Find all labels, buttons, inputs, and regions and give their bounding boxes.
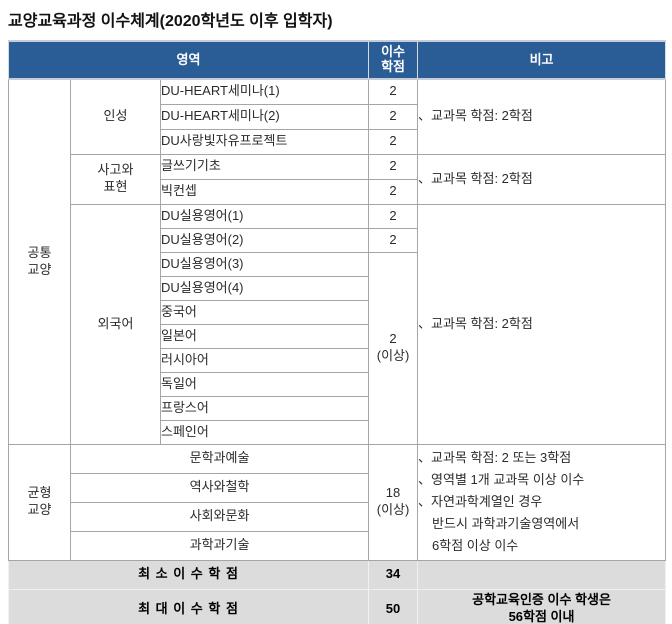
note-line: 반드시 과학과기술영역에서 bbox=[432, 516, 580, 531]
course-cell: DU실용영어(3) bbox=[159, 251, 370, 277]
course-cell: 프랑스어 bbox=[159, 395, 370, 421]
category-label-thinking: 사고와 표현 bbox=[70, 153, 161, 205]
credit-cell-balanced: 18 (이상) bbox=[368, 443, 419, 561]
credit-cell-merged: 2 (이상) bbox=[368, 251, 419, 445]
course-cell: DU실용영어(4) bbox=[159, 275, 370, 301]
table-row: 빅컨셉 2 bbox=[9, 178, 666, 205]
course-cell: DU실용영어(1) bbox=[159, 203, 370, 229]
note-line: 、영역별 1개 교과목 이상 이수 bbox=[418, 472, 585, 487]
note-cell-personality: 、교과목 학점: 2학점 bbox=[417, 78, 667, 155]
credit-cell: 2 bbox=[368, 128, 419, 155]
category-label-personality: 인성 bbox=[70, 78, 161, 155]
summary-max-label: 최 대 이 수 학 점 bbox=[7, 588, 370, 624]
credit-cell: 2 bbox=[368, 203, 419, 229]
table-row: 사고와 표현 글쓰기기초 2 、교과목 학점: 2학점 bbox=[9, 153, 667, 205]
note-line: 、자연과학계열인 경우 bbox=[418, 494, 543, 509]
course-cell: DU-HEART세미나(1) bbox=[159, 78, 370, 105]
summary-max-credit: 50 bbox=[368, 588, 419, 624]
note-line: 6학점 이상 이수 bbox=[432, 538, 519, 553]
credit-cell: 2 bbox=[368, 227, 419, 253]
table-row: 과학과기술 bbox=[9, 530, 666, 561]
table-row: 균형 교양 문학과예술 18 (이상) 、교과목 학점: 2 또는 3학점 、영… bbox=[8, 443, 667, 561]
note-line: 、교과목 학점: 2 또는 3학점 bbox=[418, 450, 572, 465]
course-cell: 역사와철학 bbox=[69, 472, 370, 503]
course-cell: DU실용영어(2) bbox=[159, 227, 370, 253]
table-row: 독일어 bbox=[9, 371, 666, 397]
course-cell: 일본어 bbox=[159, 323, 370, 349]
summary-min-credit: 34 bbox=[368, 559, 419, 590]
table-row: 러시아어 bbox=[9, 347, 666, 373]
table-row: 공통 교양 인성 DU-HEART세미나(1) 2 、교과목 학점: 2학점 bbox=[8, 78, 667, 445]
summary-max-note: 공학교육인증 이수 학생은 56학점 이내 bbox=[417, 588, 667, 624]
course-cell: 빅컨셉 bbox=[159, 178, 370, 205]
col-header-note: 비고 bbox=[417, 40, 667, 80]
category-label-foreign: 외국어 bbox=[70, 203, 161, 445]
header-row: 영역 이수 학점 비고 bbox=[7, 40, 667, 80]
course-cell: 과학과기술 bbox=[69, 530, 370, 561]
table-row: 일본어 bbox=[9, 323, 666, 349]
table-row: 사회와문화 bbox=[9, 501, 666, 532]
col-header-area: 영역 bbox=[7, 40, 370, 80]
course-cell: 러시아어 bbox=[159, 347, 370, 373]
note-cell-thinking: 、교과목 학점: 2학점 bbox=[417, 153, 667, 205]
table-row: DU-HEART세미나(2) 2 bbox=[9, 103, 666, 130]
summary-row-min: 최 소 이 수 학 점 34 bbox=[7, 559, 667, 590]
table-row: DU실용영어(3) 2 (이상) bbox=[9, 251, 666, 445]
page-title: 교양교육과정 이수체계(2020학년도 이후 입학자) bbox=[8, 13, 333, 30]
summary-min-label: 최 소 이 수 학 점 bbox=[7, 559, 370, 590]
course-cell: DU사랑빛자유프로젝트 bbox=[159, 128, 370, 155]
course-cell: 스페인어 bbox=[159, 419, 370, 445]
credit-cell: 2 bbox=[368, 153, 419, 180]
curriculum-table: 영역 이수 학점 비고 공통 교양 인성 DU-HEART세미나(1) 2 、교… bbox=[7, 40, 667, 624]
note-cell-balanced: 、교과목 학점: 2 또는 3학점 、영역별 1개 교과목 이상 이수 、자연과… bbox=[417, 443, 667, 561]
credit-cell: 2 bbox=[368, 178, 419, 205]
course-cell: 글쓰기기초 bbox=[159, 153, 370, 180]
summary-min-note bbox=[417, 559, 667, 590]
col-header-credits: 이수 학점 bbox=[368, 40, 419, 80]
group-label-balanced: 균형 교양 bbox=[8, 443, 71, 561]
credit-cell: 2 bbox=[368, 103, 419, 130]
group-label-common: 공통 교양 bbox=[8, 78, 71, 445]
course-cell: DU-HEART세미나(2) bbox=[159, 103, 370, 130]
table-row: 외국어 DU실용영어(1) 2 、교과목 학점: 2학점 bbox=[9, 203, 667, 445]
course-cell: 중국어 bbox=[159, 299, 370, 325]
credit-cell: 2 bbox=[368, 78, 419, 105]
table-row: DU실용영어(4) bbox=[9, 275, 666, 301]
note-cell-foreign: 、교과목 학점: 2학점 bbox=[417, 203, 667, 445]
course-cell: 사회와문화 bbox=[69, 501, 370, 532]
course-cell: 문학과예술 bbox=[69, 443, 370, 474]
summary-row-max: 최 대 이 수 학 점 50 공학교육인증 이수 학생은 56학점 이내 bbox=[7, 588, 667, 624]
course-cell: 독일어 bbox=[159, 371, 370, 397]
table-row: 프랑스어 bbox=[9, 395, 666, 421]
